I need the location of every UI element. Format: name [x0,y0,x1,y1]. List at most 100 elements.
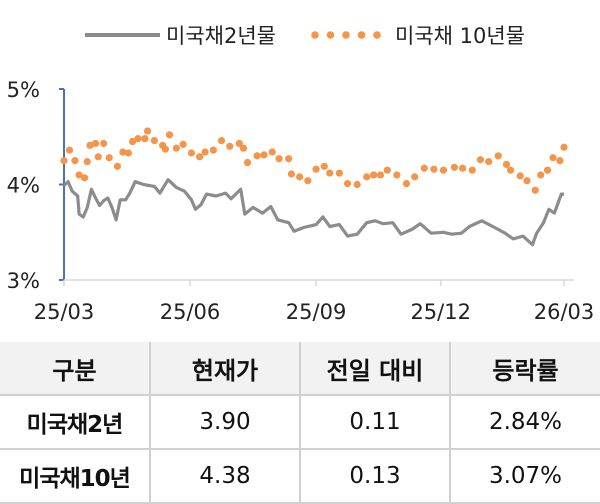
data-point-10y [253,152,261,160]
series-line-2y [62,178,564,247]
data-point-10y [543,166,552,174]
data-point-10y [91,139,100,148]
yield-chart: 미국채2년물 미국채 10년물 5% 4% 3% 25/03 25/06 25/09 25/… [7,24,595,324]
data-point-10y [75,171,83,179]
data-point-10y [343,179,352,188]
row-change: 0.11 [299,395,450,450]
data-point-10y [531,186,539,194]
header-change: 전일 대비 [299,342,450,396]
x-tick-label: 25/03 [34,300,95,324]
data-point-10y [105,154,113,162]
data-point-10y [320,162,328,170]
data-point-10y [119,148,127,156]
legend-dot [357,31,366,39]
data-point-10y [209,146,217,154]
data-point-10y [335,169,343,177]
data-point-10y [172,144,180,152]
data-point-10y [485,157,493,166]
table-header-row: 구분 현재가 전일 대비 등락률 [0,342,600,396]
data-point-10y [196,153,204,161]
data-point-10y [420,164,428,172]
data-point-10y [537,171,545,179]
data-point-10y [60,157,68,165]
data-point-10y [239,144,248,152]
x-tick-label: 25/06 [160,300,221,324]
legend: 미국채2년물 미국채 10년물 [85,24,525,48]
data-point-10y [134,135,142,143]
data-point-10y [506,166,515,174]
row-name: 미국채10년 [0,449,150,504]
header-current: 현재가 [149,342,300,396]
data-point-10y [516,172,524,180]
table-row: 미국채2년 3.90 0.11 2.84% [0,395,600,450]
data-point-10y [65,146,74,154]
data-point-10y [226,142,234,150]
data-point-10y [71,157,79,165]
row-current: 3.90 [149,395,300,450]
row-rate: 2.84% [449,395,600,450]
legend-dot [373,31,381,39]
x-tick-label: 25/09 [286,300,347,324]
data-point-10y [402,179,411,188]
data-point-10y [430,165,438,173]
data-point-10y [363,173,371,181]
data-point-10y [143,127,152,135]
data-point-10y [326,169,334,177]
data-point-10y [411,173,419,181]
x-tick-label: 25/12 [410,300,471,324]
data-point-10y [150,136,159,145]
row-current: 4.38 [149,449,300,504]
data-point-10y [161,145,169,153]
data-point-10y [83,157,91,166]
data-point-10y [556,157,564,165]
data-point-10y [549,154,557,162]
data-point-10y [296,173,304,181]
data-point-10y [494,152,502,160]
row-change: 0.13 [299,449,450,504]
data-point-10y [459,164,467,172]
data-point-10y [179,140,187,148]
data-point-10y [187,149,195,157]
data-point-10y [353,180,361,189]
data-point-10y [275,155,283,163]
table-row: 미국채10년 4.38 0.13 3.07% [0,449,600,504]
data-point-10y [468,166,476,174]
legend-dot-marker [311,31,381,39]
y-tick-label: 5% [7,78,40,102]
legend-label-10y: 미국채 10년물 [395,24,525,48]
plot-area [60,127,568,247]
data-point-10y [94,153,102,161]
data-point-10y [287,170,295,178]
data-point-10y [476,156,485,164]
data-point-10y [243,158,252,167]
y-tick-label: 3% [7,269,40,293]
axes: 5% 4% 3% 25/03 25/06 25/09 25/12 26/03 [7,78,595,324]
data-point-10y [376,171,385,179]
data-point-10y [201,148,209,156]
data-point-10y [100,139,108,148]
data-point-10y [235,139,243,148]
data-point-10y [369,171,378,179]
data-point-10y [128,137,137,146]
legend-label-2y: 미국채2년물 [166,24,276,48]
data-point-10y [86,141,94,149]
data-point-10y [523,177,531,185]
legend-dot [342,31,350,39]
header-rate: 등락률 [449,342,600,396]
legend-dot [326,31,335,39]
data-point-10y [439,166,448,174]
data-point-10y [502,160,511,169]
data-point-10y [560,143,568,151]
legend-dot [311,31,319,39]
data-point-10y [285,155,293,163]
data-point-10y [141,135,149,143]
yield-table: 구분 현재가 전일 대비 등락률 미국채2년 3.90 0.11 2.84% 미… [0,342,600,504]
data-point-10y [312,165,320,173]
header-category: 구분 [0,342,150,396]
row-name: 미국채2년 [0,395,150,450]
data-point-10y [113,162,122,170]
data-point-10y [217,136,226,145]
y-tick-label: 4% [7,174,40,198]
data-point-10y [80,174,89,182]
